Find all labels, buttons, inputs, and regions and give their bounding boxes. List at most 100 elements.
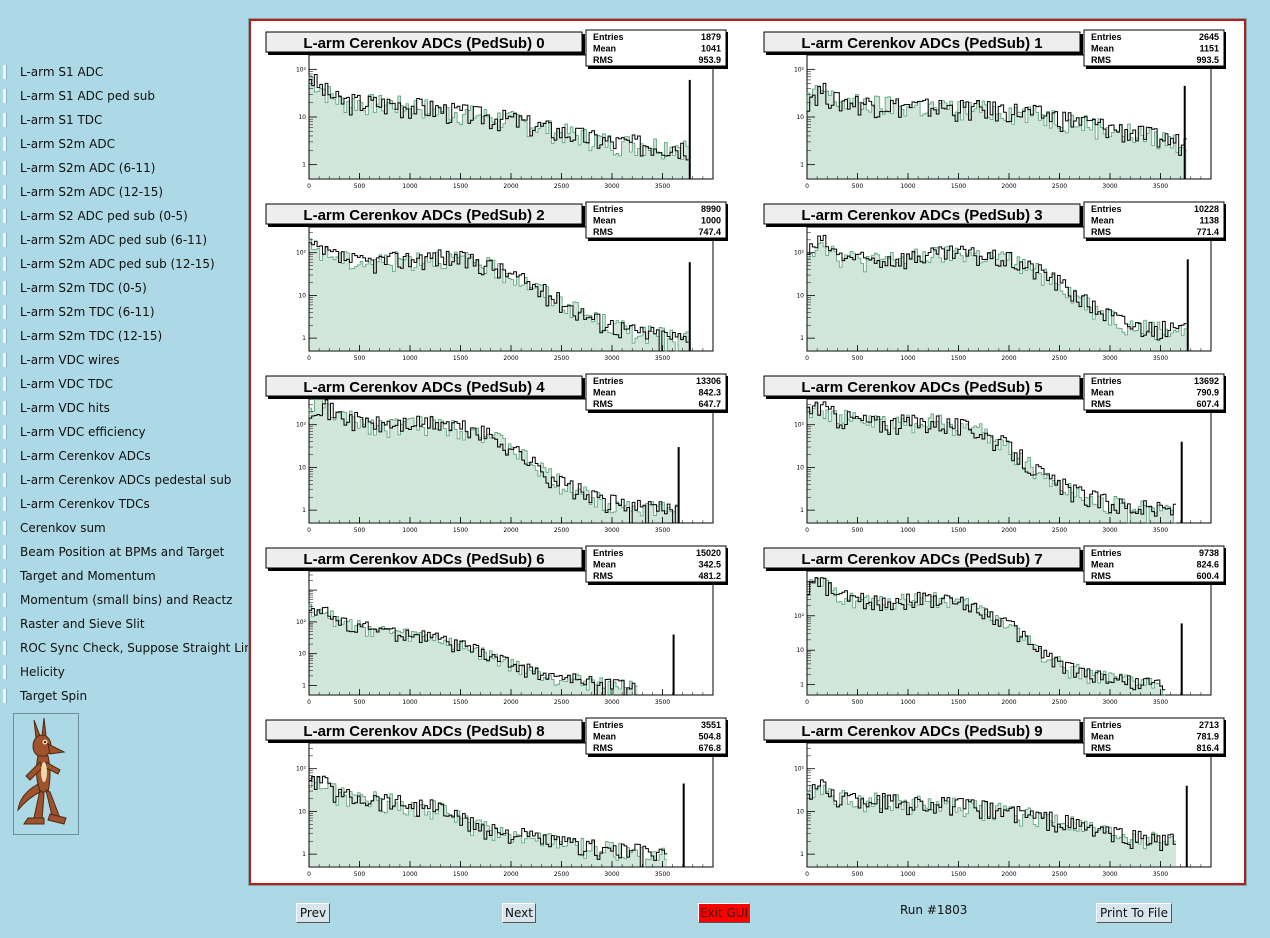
histogram-bin — [360, 624, 363, 695]
sidebar-item[interactable]: L-arm S2m ADC — [0, 132, 262, 156]
sidebar-item[interactable]: L-arm VDC wires — [0, 348, 262, 372]
histogram-bin — [583, 858, 587, 867]
x-tick-label: 500 — [354, 871, 366, 878]
histogram-bin — [1011, 124, 1015, 179]
y-tick-label: 10 — [796, 808, 804, 815]
x-tick-label: 3500 — [1153, 183, 1168, 190]
histogram-bin — [1130, 137, 1133, 179]
sidebar-item[interactable]: L-arm S1 TDC — [0, 108, 262, 132]
histogram-bin — [535, 470, 538, 523]
sidebar-item[interactable]: L-arm S2m ADC (6-11) — [0, 156, 262, 180]
histogram-bin — [906, 415, 910, 523]
histogram-bin — [357, 620, 361, 695]
sidebar-item[interactable]: L-arm VDC TDC — [0, 372, 262, 396]
histogram-bin — [1019, 636, 1023, 695]
histogram-series-green — [308, 75, 689, 179]
histogram-bin — [537, 671, 541, 695]
histogram-bin — [949, 101, 953, 179]
stats-value: 15020 — [696, 548, 721, 558]
histogram-bin — [928, 798, 931, 867]
sidebar-item[interactable]: L-arm S2m ADC ped sub (12-15) — [0, 252, 262, 276]
histogram-bin — [955, 598, 958, 695]
histogram-bin — [405, 255, 409, 351]
sidebar-item[interactable]: L-arm S1 ADC — [0, 60, 262, 84]
histogram-bin — [1068, 678, 1071, 695]
histogram-bin — [572, 132, 576, 179]
histogram-bin — [427, 640, 431, 695]
histogram-bin — [667, 338, 670, 351]
histogram-bin — [1025, 270, 1028, 351]
histogram-bin — [1060, 490, 1063, 523]
sidebar-item[interactable]: Raster and Sieve Slit — [0, 612, 262, 636]
prev-button[interactable]: Prev — [296, 903, 330, 923]
histogram-bin — [1017, 820, 1020, 867]
next-button[interactable]: Next — [502, 903, 536, 923]
histogram-bin — [1097, 118, 1101, 179]
sidebar-item[interactable]: L-arm Cerenkov TDCs — [0, 492, 262, 516]
sidebar-item[interactable]: L-arm S2m TDC (0-5) — [0, 276, 262, 300]
sidebar-item[interactable]: Cerenkov sum — [0, 516, 262, 540]
histogram-bin — [405, 103, 409, 179]
histogram-bin — [914, 249, 918, 351]
sidebar-item[interactable]: L-arm S2 ADC ped sub (0-5) — [0, 204, 262, 228]
histogram-bin — [976, 608, 980, 695]
histogram-bin — [618, 504, 622, 523]
sidebar-item[interactable]: L-arm S2m ADC (12-15) — [0, 180, 262, 204]
histogram-bin — [955, 812, 958, 867]
histogram-bin — [947, 422, 950, 523]
sidebar-item[interactable]: L-arm VDC hits — [0, 396, 262, 420]
histogram-bin — [645, 343, 649, 351]
histogram-bin — [513, 285, 517, 351]
sidebar-item[interactable]: Target and Momentum — [0, 564, 262, 588]
sidebar-item[interactable]: L-arm S2m TDC (6-11) — [0, 300, 262, 324]
histogram-bin — [416, 815, 420, 867]
histogram-bin — [381, 811, 385, 867]
histogram-bin — [930, 596, 934, 695]
sidebar-item[interactable]: L-arm S2m TDC (12-15) — [0, 324, 262, 348]
histogram-bin — [1087, 826, 1090, 867]
histogram-bin — [1060, 666, 1063, 695]
histogram-bin — [634, 686, 638, 695]
sidebar-item[interactable]: Helicity — [0, 660, 262, 684]
histogram-bin — [1065, 494, 1069, 523]
stats-label: RMS — [593, 227, 613, 237]
histogram-bin — [917, 255, 921, 351]
histogram-bin — [570, 492, 573, 523]
x-tick-label: 0 — [805, 527, 809, 534]
print-to-file-button[interactable]: Print To File — [1096, 903, 1172, 923]
sidebar-item[interactable]: Target Spin — [0, 684, 262, 708]
histogram-bin — [817, 243, 821, 351]
histogram-bin — [387, 264, 390, 351]
histogram-bin — [812, 797, 816, 867]
histogram-bin — [1014, 107, 1018, 179]
histogram-bin — [581, 685, 584, 695]
histogram-bin — [586, 850, 590, 867]
sidebar-item[interactable]: L-arm S1 ADC ped sub — [0, 84, 262, 108]
sidebar-item[interactable]: L-arm S2m ADC ped sub (6-11) — [0, 228, 262, 252]
histogram-bin — [833, 804, 837, 867]
histogram-bin — [637, 511, 641, 523]
histogram-bin — [416, 109, 420, 179]
sidebar-item[interactable]: Momentum (small bins) and Reactz — [0, 588, 262, 612]
histogram-bin — [613, 154, 617, 179]
histogram-bin — [564, 491, 568, 523]
histogram-bin — [338, 620, 342, 695]
histogram-bin — [823, 246, 826, 351]
histogram-bin — [405, 419, 409, 523]
x-tick-label: 3500 — [1153, 699, 1168, 706]
exit-gui-button[interactable]: Exit GUI — [698, 903, 750, 923]
sidebar-item[interactable]: L-arm Cerenkov ADCs pedestal sub — [0, 468, 262, 492]
histogram-bin — [675, 504, 678, 523]
sidebar-item[interactable]: Beam Position at BPMs and Target — [0, 540, 262, 564]
histogram-bin — [494, 123, 498, 179]
sidebar-item[interactable]: L-arm VDC efficiency — [0, 420, 262, 444]
sidebar-item[interactable]: L-arm Cerenkov ADCs — [0, 444, 262, 468]
histogram-title: L-arm Cerenkov ADCs (PedSub) 9 — [801, 723, 1042, 740]
histogram-bin — [368, 94, 371, 179]
histogram-bin — [1022, 640, 1026, 695]
sidebar-item[interactable]: ROC Sync Check, Suppose Straight Lines — [0, 636, 265, 660]
histogram-bin — [1108, 324, 1112, 351]
histogram-bin — [887, 258, 891, 351]
histogram-bin — [1140, 679, 1144, 695]
histogram-bin — [327, 618, 331, 695]
